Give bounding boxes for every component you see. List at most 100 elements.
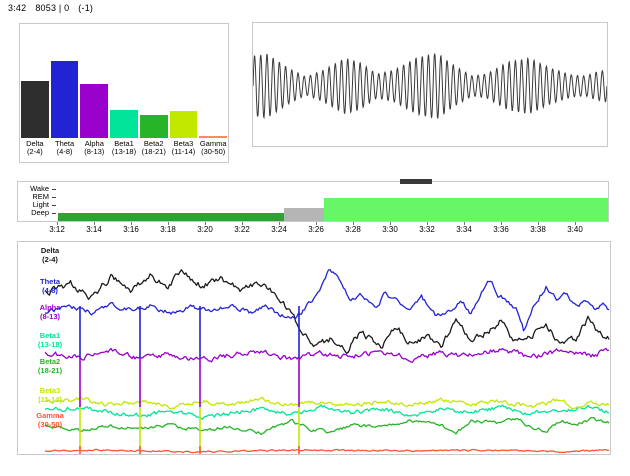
stage-label-rem: REM (18, 193, 58, 201)
band-name: Beta1 (114, 139, 134, 148)
band-range: (30-50) (201, 147, 226, 156)
bar-column: Beta1 (13-18) (109, 24, 139, 162)
time-tick (242, 222, 243, 225)
band-bar-label: Beta3 (11-14) (169, 138, 199, 162)
band-trace-panel: Delta (2-4) Theta (4-8) Alpha (8-13) Beta1 (13-… (17, 241, 611, 455)
time-tick (168, 222, 169, 225)
stage-label-text: REM (32, 192, 49, 201)
band-name: Theta (54, 139, 75, 148)
band-bar (80, 84, 109, 138)
band-bar (110, 109, 138, 138)
stage-label-wake: Wake (18, 185, 58, 193)
trace-theta (44, 268, 610, 332)
trace-label-range: (2-4) (42, 254, 58, 264)
trace-label-beta1: Beta1 (13-18) (26, 331, 74, 349)
band-name: Delta (26, 139, 44, 148)
sleep-segment-light (324, 198, 608, 221)
bar-plot-area (169, 24, 199, 138)
band-bar (50, 60, 79, 138)
stage-tick (52, 212, 56, 214)
time-tick-label: 3:40 (567, 225, 583, 234)
band-bar-label: Beta2 (18-21) (139, 138, 169, 162)
time-axis: 3:12 3:14 3:16 3:18 3:20 3:22 3:24 3:26 3:28 3:30… (0, 221, 630, 235)
band-bar-label: Gamma (30-50) (198, 138, 228, 162)
trace-delta (44, 269, 610, 354)
trace-gamma (44, 448, 610, 454)
time-tick (427, 222, 428, 225)
trace-label-name: Beta3 (39, 386, 61, 395)
time-tick (94, 222, 95, 225)
status-flag: (-1) (78, 3, 94, 13)
bar-column: Delta (2-4) (20, 24, 50, 162)
band-bar-label: Delta (2-4) (20, 138, 50, 162)
status-time: 3:42 (8, 3, 27, 13)
trace-label-beta2: Beta2 (18-21) (26, 357, 74, 375)
stage-label-light: Light (18, 201, 58, 209)
stage-tick (52, 196, 56, 198)
trace-label-name: Alpha (39, 303, 61, 312)
bar-plot-area (139, 24, 169, 138)
band-bar (139, 115, 168, 138)
trace-label-range: (8-13) (39, 311, 60, 321)
band-bar-label: Beta1 (13-18) (109, 138, 139, 162)
time-tick (316, 222, 317, 225)
time-tick (575, 222, 576, 225)
band-range: (2-4) (26, 147, 43, 156)
stage-label-deep: Deep (18, 209, 58, 217)
bar-column: Gamma (30-50) (198, 24, 228, 162)
band-range: (11-14) (171, 147, 196, 156)
trace-label-alpha: Alpha (8-13) (26, 303, 74, 321)
time-tick-label: 3:34 (456, 225, 472, 234)
trace-label-name: Theta (39, 277, 60, 286)
time-tick (501, 222, 502, 225)
band-bar (169, 110, 198, 138)
trace-label-name: Gamma (36, 411, 64, 420)
time-tick (205, 222, 206, 225)
band-power-bar-chart: Delta (2-4) Theta (4-8) Alpha (8-13) Beta1 (13-… (19, 23, 229, 163)
time-tick-label: 3:16 (123, 225, 139, 234)
trace-label-range: (4-8) (42, 285, 58, 295)
band-bar-label: Alpha (8-13) (79, 138, 109, 162)
band-name: Beta3 (173, 139, 194, 148)
time-tick-label: 3:14 (86, 225, 102, 234)
sleep-segment-transition (283, 208, 325, 221)
trace-label-name: Beta1 (39, 331, 61, 340)
raw-eeg-waveform (252, 53, 608, 120)
time-tick-label: 3:26 (308, 225, 324, 234)
bar-column: Beta3 (11-14) (169, 24, 199, 162)
time-tick-label: 3:38 (530, 225, 546, 234)
band-trace-plot (44, 268, 610, 454)
time-tick (464, 222, 465, 225)
stage-tick (52, 204, 56, 206)
time-tick-label: 3:18 (160, 225, 176, 234)
trace-beta1 (44, 404, 610, 420)
band-range: (13-18) (111, 147, 137, 156)
trace-label-gamma: Gamma (30-50) (26, 411, 74, 429)
bar-column: Alpha (8-13) (79, 24, 109, 162)
time-tick (57, 222, 58, 225)
time-tick-label: 3:28 (345, 225, 361, 234)
bar-plot-area (50, 24, 80, 138)
trace-label-delta: Delta (2-4) (26, 246, 74, 264)
bar-plot-area (79, 24, 109, 138)
time-tick-label: 3:12 (49, 225, 65, 234)
band-range: (4-8) (56, 147, 73, 156)
time-tick-label: 3:32 (419, 225, 435, 234)
time-tick (390, 222, 391, 225)
current-window-marker (400, 179, 432, 184)
stage-label-text: Light (32, 200, 49, 209)
bar-plot-area (20, 24, 50, 138)
time-tick-label: 3:22 (234, 225, 250, 234)
band-bar-label: Theta (4-8) (50, 138, 80, 162)
band-range: (8-13) (84, 147, 105, 156)
band-range: (18-21) (141, 147, 166, 156)
band-bar (199, 136, 228, 138)
raw-eeg-panel (252, 22, 608, 147)
bar-column: Theta (4-8) (50, 24, 80, 162)
time-tick-label: 3:24 (271, 225, 287, 234)
band-bar (21, 81, 49, 138)
status-bar: 3:42 8053 | 0 (-1) (8, 3, 102, 13)
trace-alpha (44, 347, 610, 363)
time-tick (279, 222, 280, 225)
